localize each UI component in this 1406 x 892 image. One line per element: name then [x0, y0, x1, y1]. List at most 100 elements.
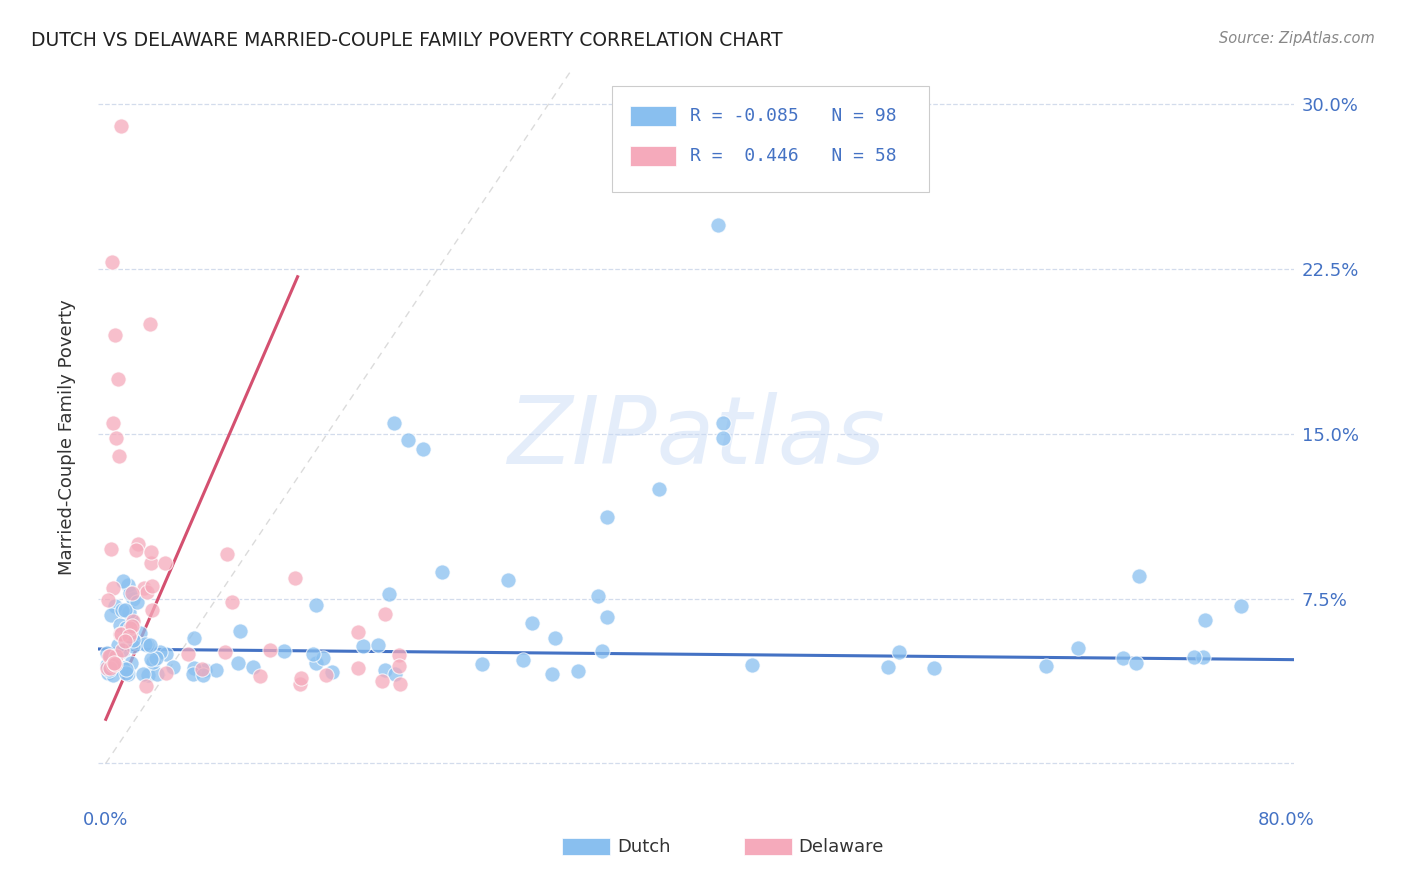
- Point: [145, 650, 167, 665]
- Point: [183, 661, 205, 675]
- Point: [96, 646, 118, 660]
- Point: [346, 625, 368, 640]
- Point: [121, 619, 143, 633]
- Point: [135, 638, 157, 652]
- Point: [922, 661, 945, 675]
- Point: [101, 657, 124, 672]
- Point: [112, 644, 135, 658]
- Point: [142, 656, 165, 670]
- Point: [103, 660, 125, 674]
- Point: [1125, 656, 1147, 670]
- Point: [118, 626, 141, 640]
- Point: [374, 607, 396, 622]
- Point: [259, 643, 281, 657]
- Point: [371, 674, 394, 689]
- Point: [104, 658, 127, 673]
- Point: [321, 665, 343, 680]
- Point: [301, 647, 323, 661]
- Point: [596, 610, 619, 624]
- Point: [191, 668, 214, 682]
- Y-axis label: Married-Couple Family Poverty: Married-Couple Family Poverty: [58, 299, 76, 575]
- Point: [117, 667, 139, 681]
- Point: [103, 656, 125, 670]
- Point: [98, 663, 121, 677]
- Point: [103, 581, 125, 595]
- Text: Dutch: Dutch: [617, 838, 671, 855]
- Point: [111, 574, 134, 588]
- Point: [711, 431, 734, 445]
- Point: [155, 666, 177, 681]
- Point: [377, 587, 399, 601]
- Point: [115, 662, 138, 676]
- Point: [97, 648, 120, 663]
- Point: [111, 661, 134, 675]
- FancyBboxPatch shape: [744, 838, 792, 855]
- Point: [288, 677, 311, 691]
- Point: [221, 594, 243, 608]
- Point: [139, 544, 162, 558]
- Point: [229, 624, 252, 639]
- Point: [596, 510, 619, 524]
- FancyBboxPatch shape: [630, 146, 676, 167]
- Point: [124, 634, 146, 648]
- Point: [122, 633, 145, 648]
- Point: [111, 642, 134, 657]
- Point: [586, 589, 609, 603]
- Point: [214, 645, 236, 659]
- Point: [382, 416, 405, 430]
- Point: [118, 606, 141, 620]
- Point: [122, 639, 145, 653]
- Point: [707, 218, 730, 232]
- Text: R =  0.446   N = 58: R = 0.446 N = 58: [690, 147, 897, 165]
- Text: R = -0.085   N = 98: R = -0.085 N = 98: [690, 107, 897, 125]
- Point: [107, 638, 129, 652]
- Point: [388, 659, 411, 673]
- Point: [100, 608, 122, 623]
- Point: [373, 663, 395, 677]
- Point: [367, 638, 389, 652]
- Point: [122, 591, 145, 606]
- Point: [111, 661, 134, 675]
- Point: [104, 649, 127, 664]
- Point: [132, 581, 155, 595]
- Point: [117, 578, 139, 592]
- Point: [183, 632, 205, 646]
- Point: [138, 638, 160, 652]
- Text: Delaware: Delaware: [799, 838, 884, 855]
- Point: [104, 327, 127, 342]
- Point: [118, 585, 141, 599]
- Point: [97, 666, 120, 681]
- Point: [127, 536, 149, 550]
- Point: [105, 431, 128, 445]
- Point: [135, 679, 157, 693]
- Point: [1128, 569, 1150, 583]
- Point: [162, 659, 184, 673]
- Point: [205, 663, 228, 677]
- Text: Source: ZipAtlas.com: Source: ZipAtlas.com: [1219, 31, 1375, 46]
- Point: [141, 557, 163, 571]
- Point: [117, 625, 139, 640]
- Point: [541, 667, 564, 681]
- Text: DUTCH VS DELAWARE MARRIED-COUPLE FAMILY POVERTY CORRELATION CHART: DUTCH VS DELAWARE MARRIED-COUPLE FAMILY …: [31, 31, 783, 50]
- Point: [114, 603, 136, 617]
- Point: [96, 661, 118, 675]
- Point: [127, 594, 149, 608]
- Point: [128, 625, 150, 640]
- Point: [141, 603, 163, 617]
- Point: [118, 629, 141, 643]
- Point: [496, 573, 519, 587]
- Point: [648, 482, 671, 496]
- Point: [193, 663, 215, 677]
- Point: [104, 599, 127, 613]
- Point: [136, 668, 159, 682]
- Point: [181, 666, 204, 681]
- Point: [471, 657, 494, 672]
- Point: [121, 614, 143, 628]
- Point: [1194, 614, 1216, 628]
- Point: [141, 579, 163, 593]
- Point: [100, 541, 122, 556]
- Point: [110, 626, 132, 640]
- Point: [315, 668, 337, 682]
- Point: [215, 547, 238, 561]
- Point: [121, 585, 143, 599]
